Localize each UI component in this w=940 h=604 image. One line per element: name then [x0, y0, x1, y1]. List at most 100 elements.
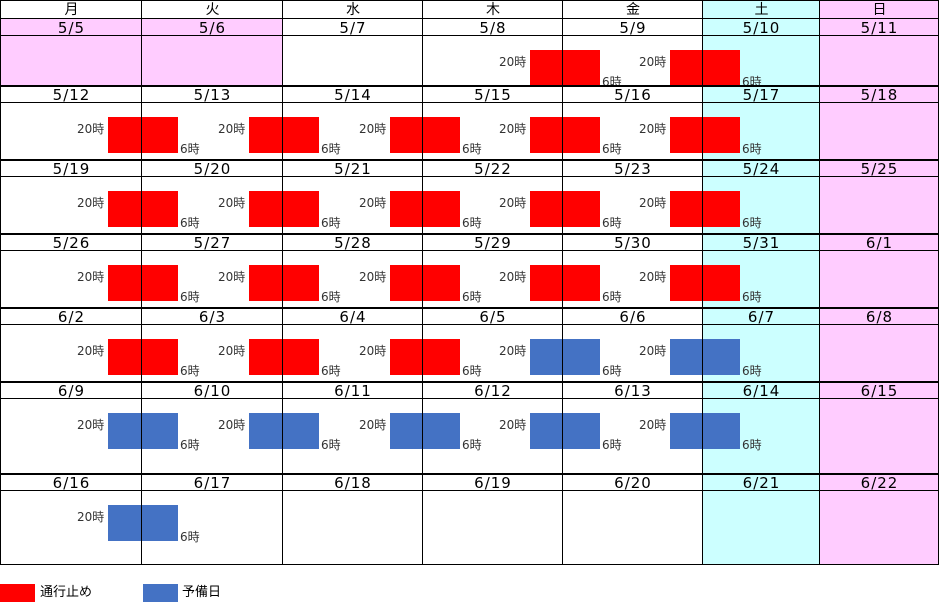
day-date: 5/17: [742, 86, 781, 104]
bar-end-label: 6時: [180, 530, 200, 544]
bar-end-label: 6時: [462, 142, 482, 156]
closure-bar: [670, 265, 740, 301]
bar-end-label: 6時: [602, 364, 622, 378]
day-date: 5/8: [479, 19, 507, 37]
week-separator: [0, 233, 939, 235]
closure-bar: [108, 265, 178, 301]
day-date: 6/21: [742, 474, 781, 492]
bar-end-label: 6時: [742, 142, 762, 156]
grid-hline: [0, 102, 939, 103]
legend-closure-label: 通行止め: [40, 585, 93, 600]
grid-hline: [0, 564, 939, 565]
day-cell: [423, 474, 563, 565]
day-date: 6/3: [198, 308, 227, 326]
bar-start-label: 20時: [359, 344, 387, 358]
day-date: 6/2: [57, 308, 86, 326]
bar-start-label: 20時: [499, 55, 527, 69]
closure-bar: [249, 339, 319, 375]
schedule-calendar: 月火水木金土日 5/5 5/6 5/7 5/8 5/9 5/10 5/11 20時 6時 20時 6時…: [0, 0, 939, 565]
day-cell: [820, 308, 939, 382]
closure-bar: [670, 117, 740, 153]
weekday-header: 土: [703, 1, 820, 19]
bar-end-label: 6時: [462, 216, 482, 230]
legend-reserve-swatch: [143, 584, 178, 602]
grid-vline: [938, 1, 939, 565]
closure-bar: [390, 339, 460, 375]
day-cell: [820, 19, 939, 86]
day-date: 6/5: [479, 308, 507, 326]
bar-start-label: 20時: [639, 270, 667, 284]
day-date: 5/16: [614, 86, 652, 104]
bar-start-label: 20時: [499, 270, 527, 284]
grid-vline: [0, 1, 1, 565]
closure-bar: [670, 191, 740, 227]
bar-start-label: 20時: [639, 55, 667, 69]
bar-end-label: 6時: [180, 438, 200, 452]
day-date: 5/21: [334, 160, 372, 178]
bar-start-label: 20時: [77, 418, 105, 432]
day-cell: [820, 382, 939, 474]
bar-end-label: 6時: [602, 290, 622, 304]
legend-reserve-label: 予備日: [182, 585, 222, 600]
day-date: 6/13: [614, 382, 652, 400]
week-separator: [0, 381, 939, 383]
grid-hline: [0, 176, 939, 177]
bar-end-label: 6時: [602, 438, 622, 452]
reserve-bar: [670, 339, 740, 375]
bar-end-label: 6時: [180, 142, 200, 156]
bar-start-label: 20時: [218, 196, 246, 210]
day-date: 6/7: [747, 308, 776, 326]
week-separator: [0, 307, 939, 309]
day-date: 6/14: [742, 382, 781, 400]
bar-end-label: 6時: [321, 290, 341, 304]
grid-vline: [282, 1, 283, 565]
bar-start-label: 20時: [639, 122, 667, 136]
day-date: 6/17: [193, 474, 232, 492]
day-cell: [820, 234, 939, 308]
closure-bar: [530, 265, 600, 301]
day-date: 5/11: [860, 19, 899, 37]
day-date: 5/6: [198, 19, 227, 37]
day-date: 5/29: [474, 234, 512, 252]
bar-start-label: 20時: [639, 418, 667, 432]
day-date: 5/26: [52, 234, 91, 252]
bar-end-label: 6時: [462, 438, 482, 452]
day-date: 5/28: [334, 234, 372, 252]
day-date: 5/22: [474, 160, 512, 178]
day-date: 5/9: [619, 19, 647, 37]
week-separator: [0, 473, 939, 475]
grid-hline: [0, 35, 939, 36]
day-cell: [142, 19, 283, 86]
day-cell: [283, 19, 423, 86]
bar-end-label: 6時: [180, 364, 200, 378]
day-date: 6/19: [474, 474, 512, 492]
reserve-bar: [530, 339, 600, 375]
day-date: 6/6: [619, 308, 647, 326]
day-date: 5/7: [339, 19, 367, 37]
closure-bar: [249, 117, 319, 153]
grid-vline: [422, 1, 423, 565]
closure-bar: [390, 117, 460, 153]
day-date: 6/1: [865, 234, 894, 252]
grid-hline: [0, 0, 939, 1]
grid-hline: [0, 250, 939, 251]
bar-start-label: 20時: [218, 122, 246, 136]
day-date: 5/23: [614, 160, 652, 178]
grid-hline: [0, 398, 939, 399]
bar-start-label: 20時: [359, 270, 387, 284]
bar-start-label: 20時: [639, 344, 667, 358]
bar-end-label: 6時: [742, 364, 762, 378]
day-date: 6/15: [860, 382, 899, 400]
reserve-bar: [108, 413, 178, 449]
day-date: 6/22: [860, 474, 899, 492]
week-separator: [0, 159, 939, 161]
day-date: 5/24: [742, 160, 781, 178]
weekday-header: 木: [423, 1, 563, 19]
closure-bar: [390, 191, 460, 227]
legend-closure-swatch: [0, 584, 35, 602]
grid-hline: [0, 18, 939, 19]
bar-start-label: 20時: [77, 344, 105, 358]
closure-bar: [530, 50, 600, 86]
reserve-bar: [530, 413, 600, 449]
reserve-bar: [390, 413, 460, 449]
